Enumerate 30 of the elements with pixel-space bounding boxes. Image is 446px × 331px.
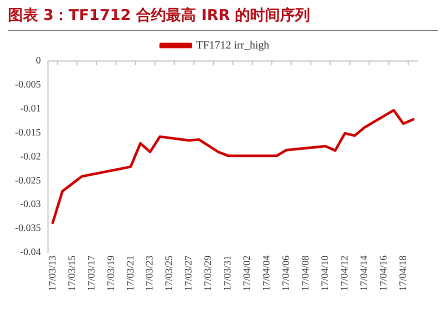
x-tick-label: 17/03/19 — [106, 255, 117, 292]
y-tick-label: -0.03 — [20, 199, 41, 210]
x-tick-label: 17/03/27 — [184, 255, 195, 292]
y-tick-label: -0.035 — [14, 223, 41, 234]
legend-label: TF1712 irr_high — [196, 39, 270, 52]
x-tick-label: 17/04/10 — [320, 255, 332, 292]
x-tick-label: 17/03/17 — [86, 255, 98, 292]
x-tick-label: 17/03/21 — [125, 255, 136, 292]
y-tick-label: -0.025 — [14, 175, 41, 186]
x-tick-label: 17/04/12 — [340, 255, 351, 292]
x-tick-label: 17/03/29 — [203, 255, 214, 292]
x-tick-label: 17/04/02 — [242, 255, 254, 292]
x-tick-label: 17/03/25 — [164, 255, 176, 292]
x-tick-label: 17/04/16 — [378, 255, 390, 292]
x-tick-label: 17/04/04 — [262, 255, 273, 292]
x-tick-label: 17/04/18 — [398, 255, 410, 292]
x-tick-label: 17/04/14 — [359, 255, 370, 292]
y-tick-label: -0.04 — [20, 247, 41, 258]
x-tick-label: 17/03/15 — [66, 255, 78, 292]
x-tick-label: 17/04/08 — [300, 255, 312, 292]
x-tick-label: 17/04/06 — [281, 255, 292, 292]
y-tick-label: -0.005 — [14, 80, 41, 91]
chart-title: 图表 3：TF1712 合约最高 IRR 的时间序列 — [8, 6, 310, 25]
y-tick-label: -0.01 — [20, 103, 41, 114]
x-tick-label: 17/03/31 — [222, 255, 234, 292]
x-tick-label: 17/03/23 — [144, 255, 156, 292]
x-tick-label: 17/03/13 — [47, 255, 58, 292]
y-tick-label: 0 — [36, 56, 41, 67]
y-tick-label: -0.015 — [14, 127, 41, 138]
y-tick-label: -0.02 — [20, 151, 41, 162]
